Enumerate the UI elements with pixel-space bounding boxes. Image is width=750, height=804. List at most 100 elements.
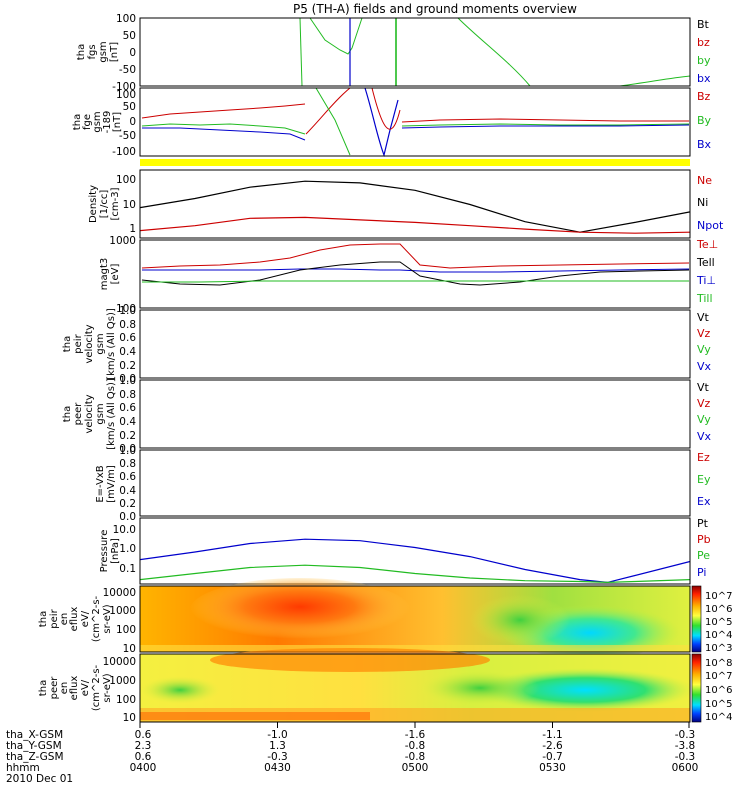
panel-peer-velocity-legend: Vt Vz Vy Vx: [697, 381, 712, 443]
tick-label: 0.2: [119, 498, 136, 510]
panel-peir-velocity-ylabel: tha peir velocity gsm [km/s (All Qs)]: [62, 308, 117, 380]
ylabel-line: fge: [82, 114, 93, 130]
panel-peer-velocity-frame: [139, 379, 691, 449]
xaxis-value: -1.1: [542, 729, 563, 741]
xaxis-value: -1.6: [405, 729, 426, 741]
xaxis-value: -0.8: [405, 751, 426, 763]
panel-efield-ticks: 1.0 0.8 0.6 0.4 0.2 0.0: [119, 445, 136, 523]
tick-label: 1000: [109, 605, 136, 617]
colorbar-bottom: 10^8 10^7 10^6 10^5 10^4: [691, 653, 732, 723]
colorbar-tick: 10^6: [705, 685, 732, 696]
tick-label: 0.2: [119, 430, 136, 442]
ylabel-line: [nPa]: [110, 538, 121, 564]
tick-label: 1.0: [119, 305, 136, 317]
series-line-ne: [139, 216, 691, 234]
series-line-pe: [139, 564, 691, 584]
ylabel-line: sr-eV): [102, 673, 113, 702]
ylabel-line: eV/: [80, 679, 91, 696]
xaxis-row-label: tha_Z-GSM: [6, 751, 64, 763]
ylabel-line: sr-eV): [102, 604, 113, 633]
legend-vt: Vt: [697, 381, 710, 394]
ylabel-line: gsm: [95, 403, 106, 424]
ylabel-line: Density: [88, 185, 99, 223]
tick-label: 0.6: [119, 402, 136, 414]
xaxis-value: 2.3: [135, 740, 152, 752]
panel-efield-legend: Ez Ey Ex: [697, 451, 711, 508]
tick-label: 100: [116, 694, 136, 706]
panel-density-ylabel: Density [1/cc] [cm-3]: [88, 185, 121, 223]
ylabel-line: [nT]: [109, 42, 120, 62]
panel-fgs-frame: [139, 17, 691, 87]
panel-pressure-series: [139, 538, 691, 584]
panel-pressure-frame: [139, 517, 691, 585]
panel-density-legend: Ne Ni Npot: [697, 174, 724, 232]
panel-fge-ticks: 100 50 0 -50 -100: [112, 89, 136, 158]
panel-temperature-ylabel: magt3 [eV]: [99, 258, 121, 291]
tick-label: 10.0: [113, 524, 136, 536]
tick-label: 50: [123, 30, 136, 42]
colorbar-tick: 10^7: [705, 671, 732, 682]
panel-fgs-ylabel: tha fgs gsm [nT]: [76, 41, 120, 62]
legend-vt: Vt: [697, 311, 710, 324]
ylabel-line: peir: [73, 333, 84, 353]
legend-pt: Pt: [697, 517, 709, 530]
panel-temperature: [141, 243, 690, 286]
ylabel-line: [1/cc]: [99, 190, 110, 219]
xaxis-value: -0.8: [405, 740, 426, 752]
xaxis-row-label: hhmm: [6, 762, 40, 774]
legend-vx: Vx: [697, 360, 712, 373]
tick-label: -100: [112, 81, 136, 93]
panel-peir-velocity-legend: Vt Vz Vy Vx: [697, 311, 712, 373]
legend-vz: Vz: [697, 397, 711, 410]
tick-label: 0.2: [119, 360, 136, 372]
tick-label: 10000: [103, 656, 136, 668]
legend-vz: Vz: [697, 327, 711, 340]
legend-vx: Vx: [697, 430, 712, 443]
ylabel-line: peer: [73, 402, 84, 426]
tick-label: 100: [116, 303, 136, 315]
colorbar-tick: 10^7: [705, 591, 732, 602]
tick-label: -50: [119, 130, 136, 142]
panel-pressure-ylabel: Pressure [nPa]: [99, 530, 121, 573]
colorbar-tick: 10^4: [705, 712, 732, 723]
ylabel-line: tha: [38, 611, 49, 627]
tick-label: 0.8: [119, 458, 136, 470]
ylabel-line: gsm: [98, 41, 109, 62]
ylabel-line: en: [59, 613, 70, 626]
date-label: 2010 Dec 01: [6, 773, 73, 785]
colorbar-tick: 10^3: [705, 643, 732, 654]
panel-temperature-ticks: 1000 100: [109, 235, 136, 315]
tick-label: 10: [123, 712, 136, 724]
tick-label: 0.0: [119, 373, 136, 385]
tick-label: 0.0: [119, 511, 136, 523]
tick-label: 100: [116, 624, 136, 636]
legend-ey: Ey: [697, 473, 711, 486]
xaxis-value: 0400: [130, 762, 157, 774]
colorbar-tick: 10^4: [705, 630, 732, 641]
xaxis-value: -3.8: [675, 740, 696, 752]
ylabel-line: [mV/m]: [106, 465, 117, 503]
tick-label: 0: [129, 47, 136, 59]
legend-te-par: Tell: [696, 256, 715, 269]
ylabel-line: [km/s (All Qs)]: [106, 308, 117, 380]
legend-ez: Ez: [697, 451, 710, 464]
tick-label: 0: [129, 116, 136, 128]
panel-peir-spectrogram-ticks: 10000 1000 100 10: [103, 587, 136, 655]
panel-efield-frame: [139, 449, 691, 517]
ylabel-line: fgs: [87, 44, 98, 59]
xaxis-value: 0.6: [135, 729, 152, 741]
legend-vy: Vy: [697, 413, 711, 426]
legend-vy: Vy: [697, 343, 711, 356]
legend-by: by: [697, 54, 711, 67]
ylabel-line: velocity: [84, 324, 95, 363]
legend-pi: Pi: [697, 566, 706, 579]
tick-label: 1.0: [119, 543, 136, 555]
panel-density-frame: [139, 169, 691, 239]
ylabel-line: tha: [76, 44, 87, 60]
ylabel-line: [nT]: [112, 112, 123, 132]
x-axis-rows: tha_X-GSM tha_Y-GSM tha_Z-GSM hhmm 2010 …: [6, 729, 698, 785]
ylabel-line: eV/: [80, 610, 91, 627]
tick-label: 100: [116, 89, 136, 101]
legend-bx: Bx: [697, 138, 712, 151]
